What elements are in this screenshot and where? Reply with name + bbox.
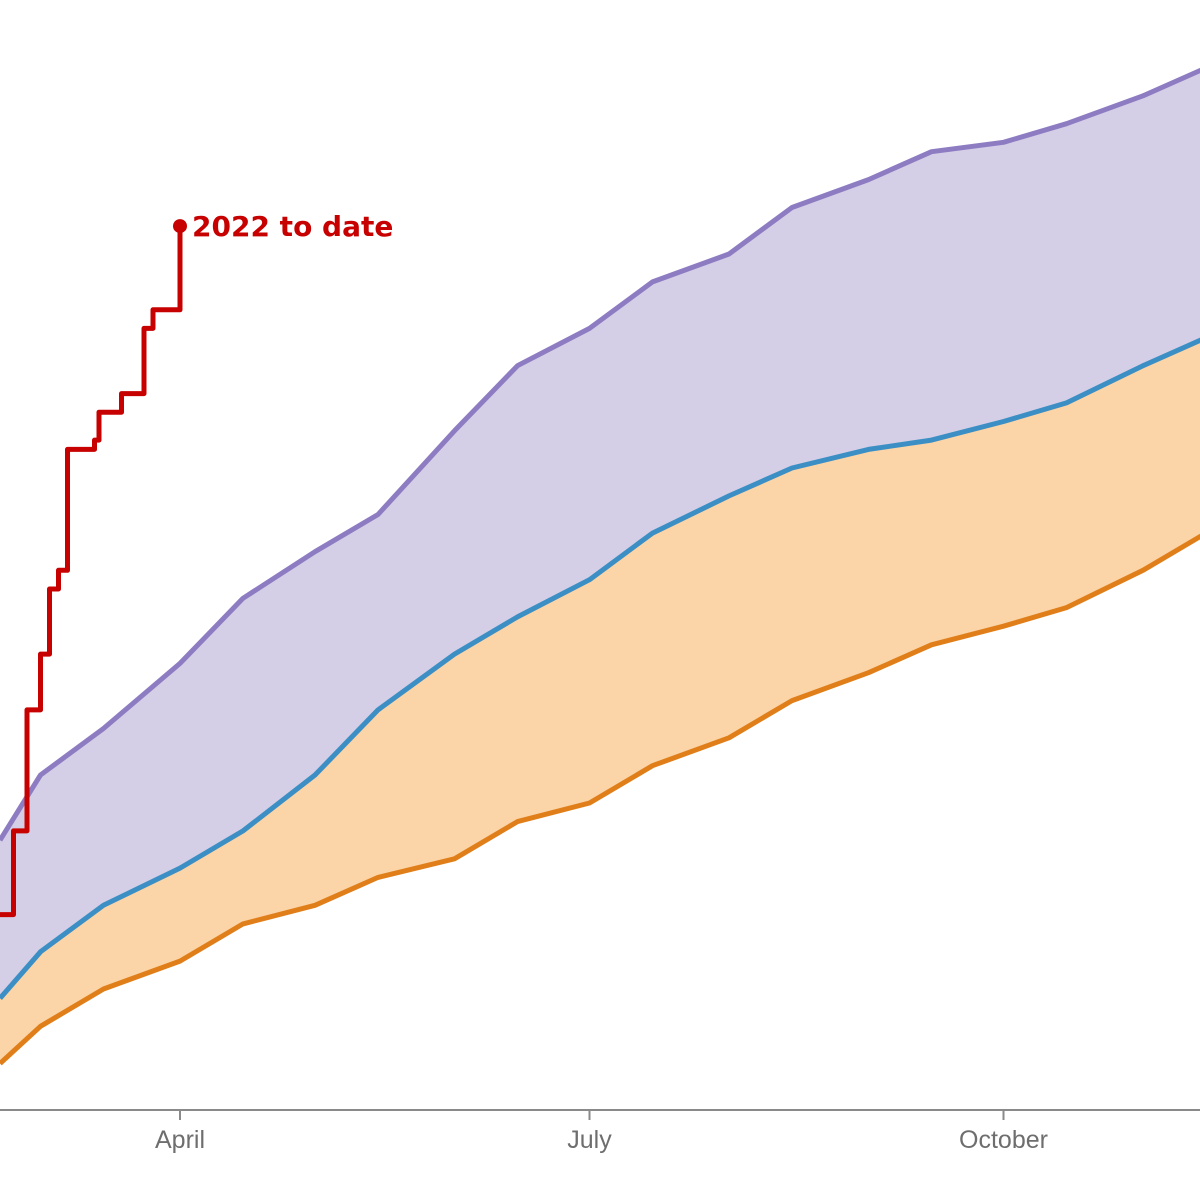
upper-band-area — [0, 70, 1200, 999]
series-line-2022 — [0, 226, 183, 918]
lower-band-line — [0, 533, 1200, 1066]
x-tick-label: October — [959, 1126, 1048, 1154]
median-line — [0, 337, 1200, 1000]
x-axis-ticks: April July October — [155, 1110, 1048, 1154]
upper-band-line — [0, 67, 1200, 842]
series-end-dot — [173, 219, 187, 234]
x-tick-label: July — [567, 1126, 612, 1154]
series-label-2022: 2022 to date — [192, 210, 393, 243]
lower-band-area — [0, 340, 1200, 1064]
x-tick-label: April — [155, 1126, 205, 1154]
